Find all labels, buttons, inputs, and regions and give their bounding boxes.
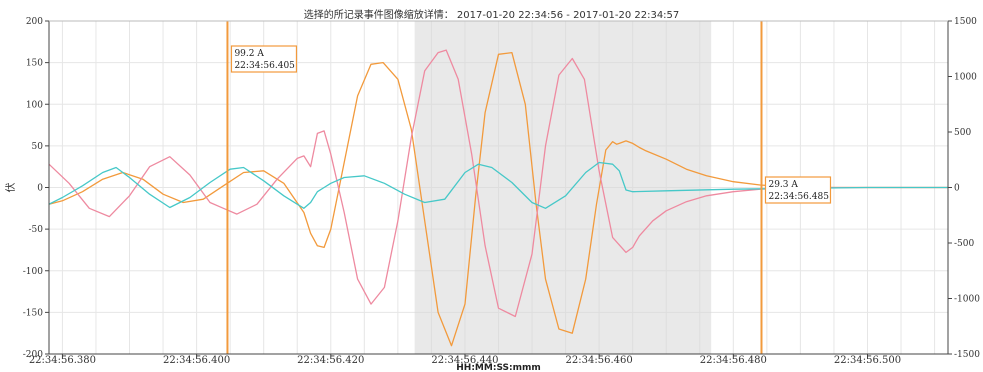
cursor-value-label: 99.2 A <box>234 49 264 59</box>
cursor-markers[interactable]: 99.2 A 22:34:56.405 29.3 A 22:34:56.485 <box>226 21 832 354</box>
x-tick-label: 22:34:56.400 <box>163 355 230 366</box>
cursor-readout-box <box>764 176 832 204</box>
zoom-selection-region[interactable] <box>414 21 712 354</box>
cursor-time-label: 22:34:56.485 <box>768 192 829 202</box>
axes: 200150100500-50-100-150-200150010005000-… <box>23 17 980 366</box>
left-tick-label: 100 <box>26 100 43 110</box>
left-tick-label: 0 <box>37 184 43 194</box>
right-tick-label: 1000 <box>954 73 977 83</box>
left-tick-label: -200 <box>23 350 43 360</box>
right-tick-label: 500 <box>954 128 971 138</box>
right-tick-label: 1500 <box>954 17 977 27</box>
shaded-selection[interactable] <box>414 21 712 354</box>
left-tick-label: 50 <box>32 142 44 152</box>
x-tick-label: 22:34:56.420 <box>297 355 364 366</box>
x-tick-label: 22:34:56.480 <box>700 355 767 366</box>
x-tick-label: 22:34:56.440 <box>431 355 498 366</box>
cursor-value-label: 29.3 A <box>768 180 798 190</box>
chart-title: 选择的所记录事件图像缩放详情： 2017-01-20 22:34:56 - 20… <box>303 10 680 21</box>
x-tick-label: 22:34:56.460 <box>566 355 633 366</box>
left-tick-label: -50 <box>29 225 44 235</box>
left-tick-label: -150 <box>23 308 43 318</box>
left-tick-label: 150 <box>26 59 43 69</box>
left-tick-label: 200 <box>26 17 43 27</box>
cursor-time-label: 22:34:56.405 <box>234 61 295 71</box>
right-tick-label: -500 <box>954 239 974 249</box>
x-tick-label: 22:34:56.500 <box>834 355 901 366</box>
series-line-2 <box>48 49 948 318</box>
y-axis-label: 伏 <box>4 183 17 193</box>
x-tick-label: 22:34:56.380 <box>29 355 96 366</box>
series-line-3 <box>48 161 948 209</box>
right-tick-label: -1500 <box>954 350 980 360</box>
x-axis-label: HH:MM:SS:mmm <box>456 363 540 372</box>
cursor-readout-box <box>230 45 298 73</box>
right-tick-label: 0 <box>954 184 960 194</box>
left-tick-label: -100 <box>23 267 43 277</box>
right-tick-label: -1000 <box>954 295 980 305</box>
